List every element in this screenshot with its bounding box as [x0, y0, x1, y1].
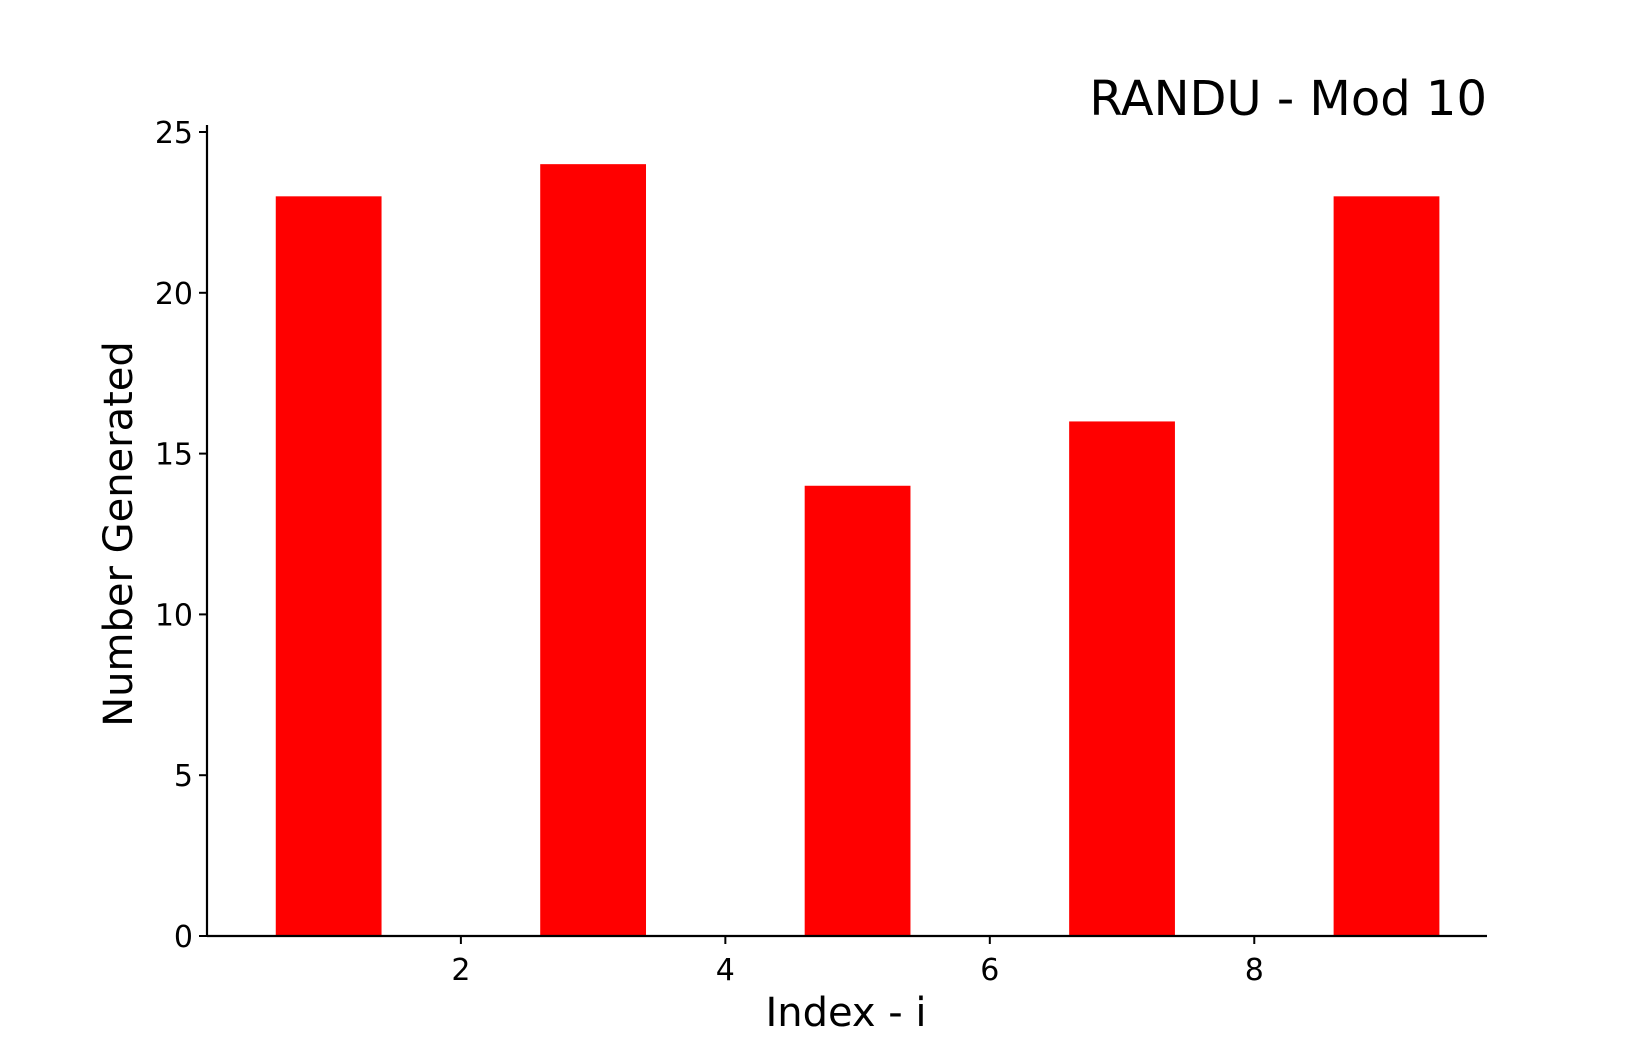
axes-group: 0 5 10 15 20 25 2 4 6 8	[155, 116, 1487, 988]
y-tick-label: 20	[155, 277, 193, 312]
y-tick-label: 0	[174, 920, 193, 955]
x-axis-title: Index - i	[765, 990, 926, 1036]
bar-3	[804, 485, 911, 936]
y-tick-label: 5	[174, 759, 193, 794]
x-tick-label: 6	[980, 953, 999, 988]
bar-1	[275, 196, 382, 936]
x-tick-label: 8	[1245, 953, 1264, 988]
bar-4	[1069, 421, 1175, 936]
bar-5	[1333, 196, 1440, 936]
bars-group	[275, 164, 1440, 936]
y-axis-title: Number Generated	[96, 341, 142, 727]
chart-title: RANDU - Mod 10	[1089, 71, 1487, 127]
y-tick-label: 15	[155, 438, 193, 473]
bar-2	[540, 164, 647, 936]
x-tick-label: 2	[451, 953, 470, 988]
x-tick-label: 4	[716, 953, 735, 988]
y-tick-label: 10	[155, 598, 193, 633]
y-tick-label: 25	[155, 116, 193, 151]
